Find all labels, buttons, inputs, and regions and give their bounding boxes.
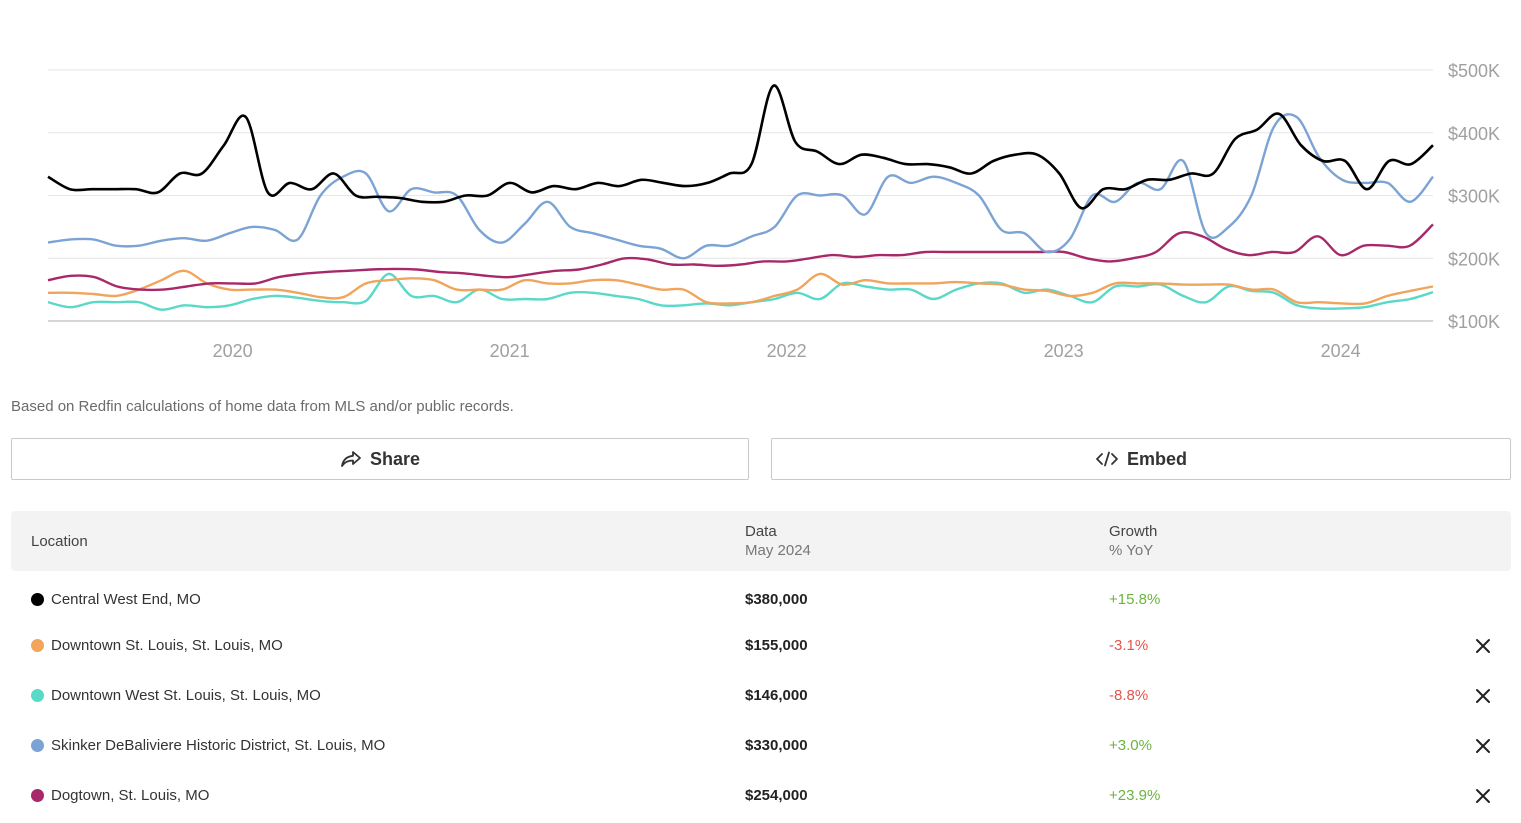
growth-value: -3.1% — [1109, 637, 1149, 654]
y-tick-label: $500K — [1448, 61, 1500, 81]
location-name: Dogtown, St. Louis, MO — [51, 787, 210, 804]
series-line — [47, 269, 1434, 306]
remove-location-button[interactable] — [1473, 686, 1493, 706]
median-value: $380,000 — [745, 591, 808, 608]
close-icon — [1476, 639, 1490, 653]
median-value: $254,000 — [745, 787, 808, 804]
x-tick-label: 2020 — [213, 341, 253, 361]
x-tick-label: 2022 — [767, 341, 807, 361]
location-name: Skinker DeBaliviere Historic District, S… — [51, 737, 386, 754]
legend-dot — [31, 689, 44, 702]
close-icon — [1476, 689, 1490, 703]
median-value: $146,000 — [745, 687, 808, 704]
table-header: Location Data May 2024 Growth % YoY — [11, 511, 1511, 571]
x-tick-label: 2021 — [490, 341, 530, 361]
chart-series — [47, 84, 1434, 311]
code-icon — [1096, 451, 1118, 467]
header-data: Data — [745, 523, 777, 540]
y-tick-label: $400K — [1448, 124, 1500, 144]
header-data-period: May 2024 — [745, 542, 811, 559]
location-name: Central West End, MO — [51, 591, 201, 608]
share-label: Share — [369, 448, 421, 469]
legend-dot — [31, 789, 44, 802]
table-row: Central West End, MO $380,000 +15.8% — [11, 580, 1511, 620]
y-tick-label: $100K — [1448, 312, 1500, 332]
growth-value: +23.9% — [1109, 787, 1161, 804]
share-icon — [341, 451, 361, 467]
median-value: $155,000 — [745, 637, 808, 654]
legend-dot — [31, 593, 44, 606]
close-icon — [1476, 789, 1490, 803]
share-button[interactable]: Share — [11, 438, 749, 480]
source-note: Based on Redfin calculations of home dat… — [11, 398, 514, 415]
embed-label: Embed — [1126, 448, 1187, 469]
legend-dot — [31, 639, 44, 652]
median-value: $330,000 — [745, 737, 808, 754]
legend-dot — [31, 739, 44, 752]
table-row: Skinker DeBaliviere Historic District, S… — [11, 726, 1511, 766]
embed-button[interactable]: Embed — [771, 438, 1511, 480]
series-line — [47, 84, 1434, 210]
table-row: Dogtown, St. Louis, MO $254,000 +23.9% — [11, 776, 1511, 816]
y-axis: $100K $200K $300K $400K $500K — [1448, 61, 1500, 332]
remove-location-button[interactable] — [1473, 636, 1493, 656]
growth-value: +3.0% — [1109, 737, 1152, 754]
close-icon — [1476, 739, 1490, 753]
table-row: Downtown West St. Louis, St. Louis, MO $1… — [11, 676, 1511, 716]
header-growth-unit: % YoY — [1109, 542, 1154, 559]
header-growth: Growth — [1109, 523, 1158, 540]
location-name: Downtown West St. Louis, St. Louis, MO — [51, 687, 321, 704]
series-line — [47, 113, 1434, 260]
x-tick-label: 2024 — [1321, 341, 1361, 361]
remove-location-button[interactable] — [1473, 786, 1493, 806]
growth-value: +15.8% — [1109, 591, 1161, 608]
x-tick-label: 2023 — [1044, 341, 1084, 361]
chart-grid — [48, 69, 1433, 322]
y-tick-label: $200K — [1448, 249, 1500, 269]
x-axis: 2020 2021 2022 2023 2024 — [213, 341, 1361, 361]
remove-location-button[interactable] — [1473, 736, 1493, 756]
series-line — [47, 223, 1434, 292]
header-location: Location — [31, 532, 88, 550]
y-tick-label: $300K — [1448, 187, 1500, 207]
location-name: Downtown St. Louis, St. Louis, MO — [51, 637, 283, 654]
growth-value: -8.8% — [1109, 687, 1149, 704]
table-row: Downtown St. Louis, St. Louis, MO $155,00… — [11, 626, 1511, 666]
price-trend-chart: $100K$200K$300K$400K$500K 2020 2021 2022 20… — [47, 61, 1500, 361]
